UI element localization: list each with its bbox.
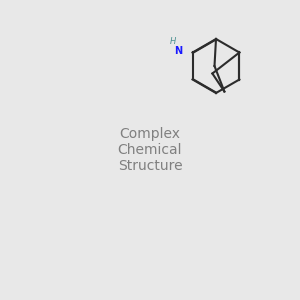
Text: H: H — [169, 38, 175, 46]
Text: N: N — [174, 46, 183, 56]
Text: Complex
Chemical
Structure: Complex Chemical Structure — [118, 127, 182, 173]
